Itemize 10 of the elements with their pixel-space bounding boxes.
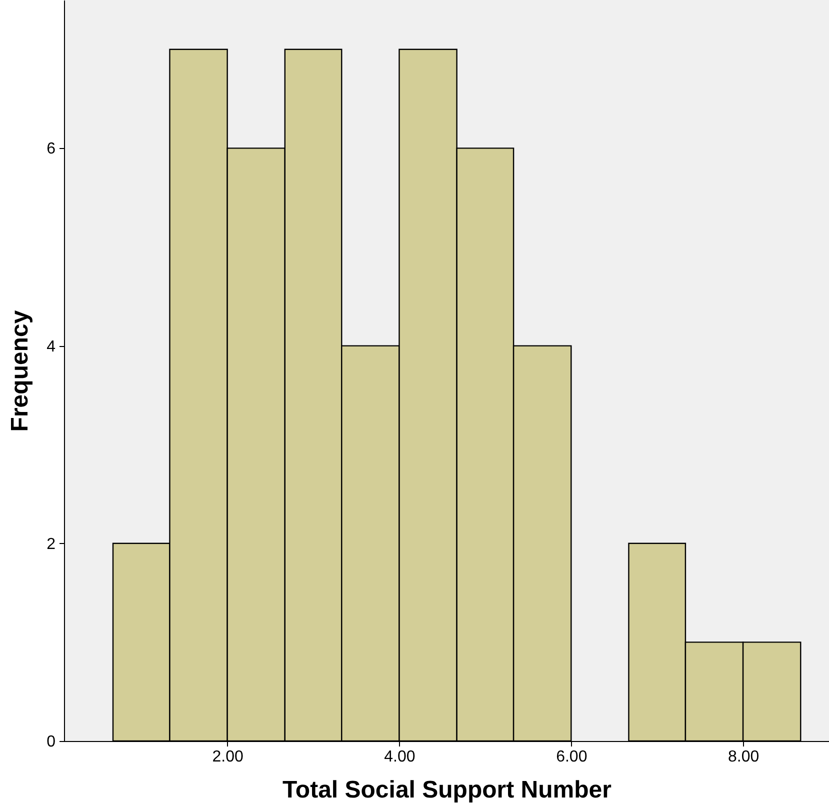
y-tick-label: 4 xyxy=(46,338,56,356)
y-axis-title: Frequency xyxy=(6,310,34,432)
x-tick-label: 2.00 xyxy=(212,748,244,766)
y-tick-label: 6 xyxy=(46,140,56,158)
x-axis-title: Total Social Support Number xyxy=(282,776,612,804)
x-tick-label: 8.00 xyxy=(728,748,760,766)
y-tick-label: 0 xyxy=(46,734,56,750)
y-tick-label: 2 xyxy=(46,536,56,553)
x-tick-label: 6.00 xyxy=(556,748,588,766)
x-tick-label: 4.00 xyxy=(384,748,416,766)
